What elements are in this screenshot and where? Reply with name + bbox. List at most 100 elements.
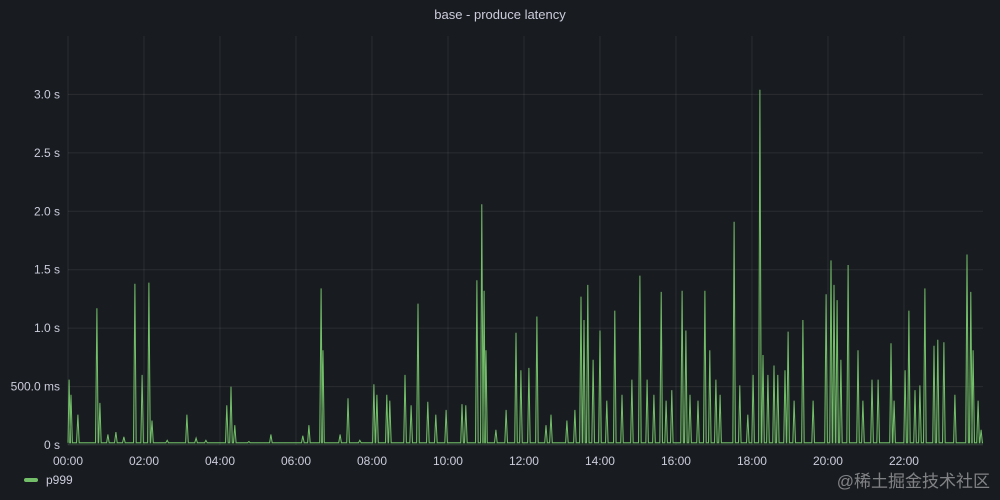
- data-point: [483, 289, 486, 292]
- x-tick-label: 06:00: [281, 454, 311, 468]
- data-point: [708, 349, 711, 352]
- data-point: [461, 403, 464, 406]
- data-point: [638, 274, 641, 277]
- data-point: [549, 413, 552, 416]
- data-point: [714, 378, 717, 381]
- data-point: [141, 373, 144, 376]
- data-point: [812, 399, 815, 402]
- y-tick-label: 2.0 s: [34, 204, 60, 218]
- data-point: [573, 408, 576, 411]
- data-point: [68, 378, 71, 381]
- data-point: [204, 439, 207, 442]
- data-point: [953, 393, 956, 396]
- data-point: [966, 253, 969, 256]
- data-point: [592, 358, 595, 361]
- data-point: [225, 404, 228, 407]
- data-point: [301, 434, 304, 437]
- data-point: [565, 419, 568, 422]
- data-point: [665, 399, 668, 402]
- data-point: [893, 399, 896, 402]
- data-point: [980, 428, 983, 431]
- data-point: [977, 399, 980, 402]
- data-point: [833, 283, 836, 286]
- data-point: [825, 293, 828, 296]
- data-point: [787, 330, 790, 333]
- data-point: [519, 369, 522, 372]
- data-point: [932, 344, 935, 347]
- data-point: [923, 287, 926, 290]
- y-axis: 0 s 500.0 ms 1.0 s 1.5 s 2.0 s 2.5 s 3.0 s: [11, 87, 60, 452]
- data-point: [166, 439, 169, 442]
- data-point: [410, 404, 413, 407]
- x-tick-label: 08:00: [357, 454, 387, 468]
- x-tick-label: 12:00: [509, 454, 539, 468]
- data-point: [358, 439, 361, 442]
- data-point: [630, 378, 633, 381]
- data-point: [233, 424, 236, 427]
- data-point: [738, 384, 741, 387]
- data-point: [752, 373, 755, 376]
- data-point: [416, 302, 419, 305]
- x-tick-label: 16:00: [661, 454, 691, 468]
- data-point: [670, 389, 673, 392]
- x-tick-label: 02:00: [129, 454, 159, 468]
- data-point: [494, 428, 497, 431]
- x-tick-label: 04:00: [205, 454, 235, 468]
- data-point: [388, 399, 391, 402]
- y-tick-label: 2.5 s: [34, 146, 60, 160]
- data-point: [890, 342, 893, 345]
- data-point: [969, 290, 972, 293]
- x-axis: 00:00 02:00 04:00 06:00 08:00 10:00 12:00 14:00…: [53, 454, 919, 468]
- data-point: [98, 401, 101, 404]
- data-point: [877, 378, 880, 381]
- data-point: [426, 400, 429, 403]
- y-tick-label: 500.0 ms: [11, 380, 60, 394]
- data-point: [404, 373, 407, 376]
- data-point: [972, 349, 975, 352]
- data-point: [321, 349, 324, 352]
- data-point: [505, 408, 508, 411]
- y-tick-label: 0 s: [44, 438, 60, 452]
- x-tick-label: 00:00: [53, 454, 83, 468]
- grid: [67, 36, 983, 446]
- data-point: [684, 329, 687, 332]
- y-tick-label: 3.0 s: [34, 87, 60, 101]
- data-point: [475, 279, 478, 282]
- data-point: [613, 309, 616, 312]
- data-point: [230, 385, 233, 388]
- data-point: [106, 433, 109, 436]
- legend-swatch: [24, 478, 38, 482]
- data-point: [703, 289, 706, 292]
- x-tick-label: 18:00: [737, 454, 767, 468]
- data-point: [579, 295, 582, 298]
- data-point: [918, 384, 921, 387]
- data-point: [76, 413, 79, 416]
- legend-item-p999[interactable]: p999: [24, 473, 73, 487]
- x-tick-label: 22:00: [889, 454, 919, 468]
- data-point: [761, 354, 764, 357]
- data-point: [150, 419, 153, 422]
- data-point: [598, 329, 601, 332]
- x-tick-label: 20:00: [813, 454, 843, 468]
- data-point: [830, 259, 833, 262]
- series-p999-line[interactable]: [67, 89, 983, 444]
- data-point: [766, 373, 769, 376]
- data-point: [913, 389, 916, 392]
- data-point: [801, 318, 804, 321]
- data-point: [195, 436, 198, 439]
- data-point: [535, 315, 538, 318]
- data-point: [689, 393, 692, 396]
- data-point: [793, 399, 796, 402]
- data-point: [904, 369, 907, 372]
- data-point: [847, 264, 850, 267]
- data-point: [652, 393, 655, 396]
- data-point: [836, 299, 839, 302]
- x-tick-label: 10:00: [433, 454, 463, 468]
- y-tick-label: 1.5 s: [34, 263, 60, 277]
- data-point: [480, 203, 483, 206]
- data-point: [95, 307, 98, 310]
- data-point: [605, 399, 608, 402]
- data-point: [758, 88, 761, 91]
- data-point: [484, 349, 487, 352]
- data-point: [185, 413, 188, 416]
